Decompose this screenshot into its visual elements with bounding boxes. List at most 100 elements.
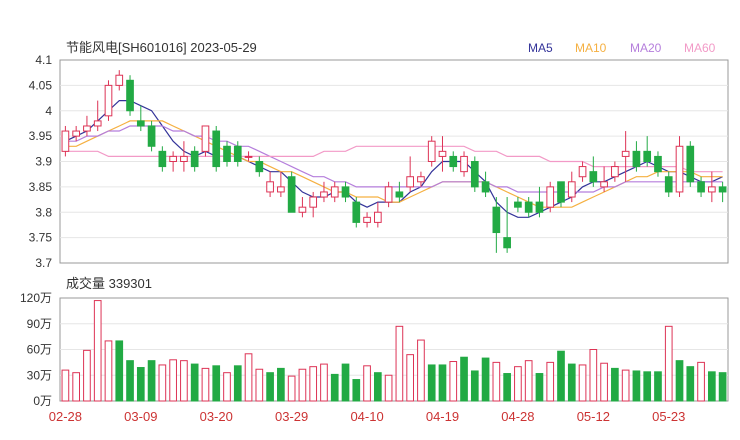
volume-bar [341, 363, 350, 402]
price-tick-label: 3.8 [35, 205, 52, 219]
date-tick-label: 04-28 [501, 409, 534, 424]
candle [233, 141, 242, 167]
candle [546, 181, 555, 213]
candle [535, 186, 544, 218]
candle [104, 80, 113, 121]
volume-bar [621, 369, 630, 402]
candle [481, 171, 490, 198]
date-tick-label: 05-23 [652, 409, 685, 424]
candle-body [298, 206, 307, 213]
volume-tick-label: 60万 [27, 343, 52, 357]
ma-line-ma20 [65, 125, 723, 193]
candle-body [470, 161, 479, 188]
candle [330, 181, 339, 203]
candle-body [287, 176, 296, 213]
volume-bar [707, 371, 716, 402]
candle [93, 100, 102, 132]
candle-body [697, 181, 705, 193]
candle-body [718, 186, 727, 193]
candle [136, 105, 145, 132]
candle [147, 120, 156, 152]
volume-bar [438, 364, 447, 402]
volume-bar [718, 372, 727, 402]
price-axis: 4.1 4.05 4 3.95 3.9 3.85 3.8 3.75 3.7 [29, 53, 53, 270]
volume-bar [460, 356, 468, 402]
candle-body [664, 176, 673, 193]
volume-bar [223, 372, 231, 402]
volume-bar [169, 359, 177, 402]
candle [718, 181, 727, 203]
candle-body [330, 186, 339, 198]
candle [417, 171, 425, 187]
candle [266, 171, 274, 198]
date-axis: 02-28 03-09 03-20 03-29 04-10 04-19 04-28 05-12… [49, 409, 686, 424]
volume-bar [546, 361, 555, 402]
volume-title: 成交量 339301 [66, 276, 152, 291]
candle-body [395, 191, 404, 198]
volume-bar [287, 375, 296, 402]
candle [298, 197, 307, 218]
date-tick-label: 04-10 [350, 409, 383, 424]
candle-body [427, 140, 436, 162]
candle-body [449, 155, 458, 168]
volume-bar [664, 325, 673, 402]
candle-body [578, 166, 587, 178]
volume-bar [514, 366, 522, 402]
volume-bar [384, 374, 393, 402]
price-tick-label: 4.1 [35, 53, 52, 67]
candle [169, 151, 177, 172]
volume-bar [363, 365, 371, 402]
candle-body [363, 216, 371, 223]
volume-bar [320, 363, 328, 402]
candle [61, 125, 70, 157]
volume-bar [255, 368, 264, 402]
volume-tick-label: 30万 [27, 368, 52, 382]
candle-body [83, 125, 91, 132]
volume-bar [147, 360, 156, 402]
volume-tick-label: 90万 [27, 317, 52, 331]
candle-body [384, 186, 393, 203]
candle-body [352, 201, 361, 223]
volume-bar [535, 373, 544, 402]
volume-bar [233, 365, 242, 402]
volume-bar [427, 364, 436, 402]
volume-bar [330, 373, 339, 402]
volume-bar [61, 369, 70, 402]
candle-body [707, 186, 716, 193]
candle [201, 125, 210, 157]
volume-bar [212, 365, 221, 402]
candle-body [460, 155, 468, 173]
candle-body [233, 145, 242, 162]
volume-bar [481, 357, 490, 402]
candle-body [481, 181, 490, 193]
candle-body [621, 150, 630, 157]
candle [600, 166, 608, 192]
candle [158, 146, 167, 172]
date-tick-label: 03-29 [275, 409, 308, 424]
candle [83, 115, 91, 137]
volume-bar [578, 364, 587, 402]
candle-body [93, 120, 102, 127]
candle [126, 75, 134, 116]
candle [567, 171, 576, 203]
volume-bar [470, 370, 479, 402]
volume-bar [180, 360, 188, 402]
candlesticks [61, 70, 727, 253]
candle [180, 141, 188, 172]
candle-body [503, 237, 511, 249]
candle [621, 131, 630, 182]
candle-body [180, 155, 188, 163]
volume-bar [567, 363, 576, 402]
volume-bar [244, 353, 253, 402]
legend-ma20: MA20 [630, 41, 662, 55]
legend: MA5 MA10 MA20 MA60 [528, 41, 716, 55]
volume-bar [643, 371, 652, 402]
volume-bar [72, 372, 81, 402]
candle [707, 171, 716, 203]
volume-bar [632, 370, 641, 402]
volume-bar [158, 364, 167, 402]
candle [72, 125, 81, 142]
candle [578, 161, 587, 182]
candle-body [223, 145, 231, 162]
candle [664, 171, 673, 198]
